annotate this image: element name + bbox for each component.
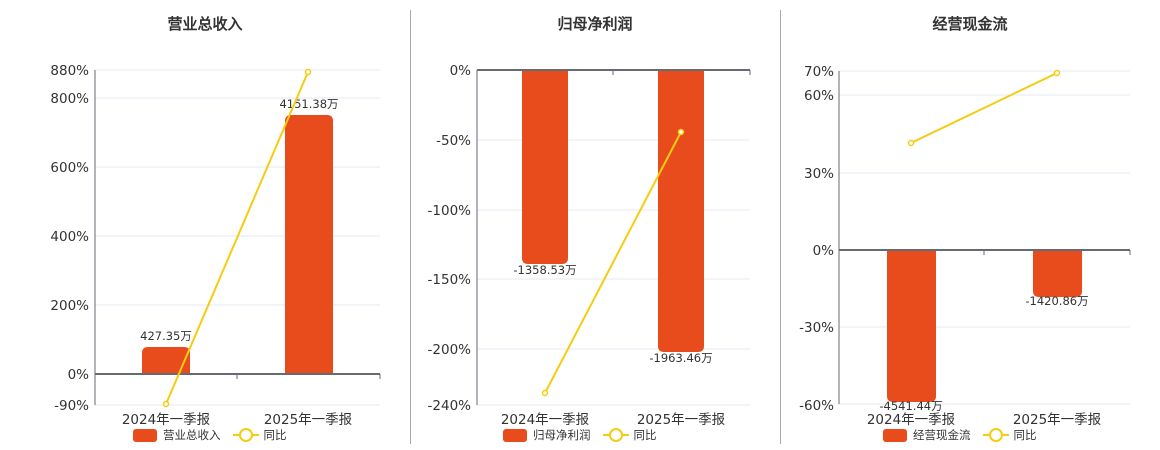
x-axis-labels: 2024年一季报 2025年一季报 — [867, 412, 1101, 428]
svg-text:-240%: -240% — [428, 398, 472, 414]
legend-line-label[interactable]: 同比 — [263, 428, 287, 442]
svg-text:880%: 880% — [50, 63, 89, 79]
yoy-line — [907, 69, 1061, 147]
chart-title: 经营现金流 — [932, 15, 1008, 33]
chart-title: 归母净利润 — [557, 15, 633, 33]
yoy-line — [541, 128, 685, 397]
legend-bar-swatch[interactable] — [883, 428, 907, 442]
legend-line-swatch-icon[interactable] — [982, 428, 1009, 442]
svg-text:70%: 70% — [804, 64, 834, 80]
chart-legend: 营业总收入 同比 — [133, 427, 287, 443]
bar-labels: -4541.44万 -1420.86万 — [879, 294, 1088, 413]
legend-line-swatch-icon[interactable] — [602, 428, 629, 442]
svg-text:0%: 0% — [68, 367, 90, 383]
svg-text:2025年一季报: 2025年一季报 — [637, 412, 725, 428]
bar-labels: -1358.53万 -1963.46万 — [513, 263, 712, 365]
svg-text:200%: 200% — [50, 298, 89, 314]
svg-text:-1358.53万: -1358.53万 — [513, 263, 576, 277]
svg-text:-30%: -30% — [799, 320, 834, 336]
svg-text:2025年一季报: 2025年一季报 — [264, 412, 352, 428]
svg-text:-50%: -50% — [436, 133, 471, 149]
legend-bar-label[interactable]: 归母净利润 — [533, 428, 591, 442]
svg-text:0%: 0% — [450, 63, 472, 79]
svg-text:-4541.44万: -4541.44万 — [879, 399, 942, 413]
bars — [887, 250, 1082, 402]
legend-line-label[interactable]: 同比 — [1013, 428, 1037, 442]
bars — [142, 115, 333, 374]
svg-text:-60%: -60% — [799, 398, 834, 414]
svg-text:800%: 800% — [50, 91, 89, 107]
legend-line-label[interactable]: 同比 — [633, 428, 657, 442]
svg-text:2024年一季报: 2024年一季报 — [867, 412, 955, 428]
grid-lines — [839, 70, 1130, 405]
legend-bar-swatch[interactable] — [133, 428, 157, 442]
svg-text:-1420.86万: -1420.86万 — [1025, 294, 1088, 308]
y-axis-ticks: 0% -50% -100% -150% -200% -240% — [428, 63, 472, 414]
bar-2025 — [285, 115, 333, 374]
svg-text:4151.38万: 4151.38万 — [279, 97, 338, 111]
chart-plot: 880% 800% 600% 400% 200% 0% -90% 427.35万… — [50, 63, 381, 428]
bar-2025 — [1033, 250, 1082, 297]
svg-text:0%: 0% — [813, 243, 835, 259]
legend-bar-label[interactable]: 经营现金流 — [913, 428, 971, 442]
chart-panel-operating-cash-flow: 经营现金流 70% 60% 30% 0% -30% -60% -4541.44万… — [780, 0, 1160, 450]
svg-text:427.35万: 427.35万 — [140, 329, 192, 343]
bar-2024 — [142, 347, 190, 374]
svg-text:-150%: -150% — [428, 272, 472, 288]
legend-line-swatch-icon[interactable] — [232, 428, 259, 442]
bar-2025 — [658, 70, 704, 352]
x-axis-labels: 2024年一季报 2025年一季报 — [501, 412, 725, 428]
bar-labels: 427.35万 4151.38万 — [140, 97, 338, 343]
svg-text:600%: 600% — [50, 160, 89, 176]
y-axis-ticks: 880% 800% 600% 400% 200% 0% -90% — [50, 63, 89, 414]
legend-bar-label[interactable]: 营业总收入 — [163, 428, 221, 442]
bar-2024 — [887, 250, 936, 402]
y-axis-ticks: 70% 60% 30% 0% -30% -60% — [799, 64, 834, 414]
chart-legend: 经营现金流 同比 — [883, 427, 1037, 443]
svg-text:30%: 30% — [804, 166, 834, 182]
x-axis-labels: 2024年一季报 2025年一季报 — [122, 412, 352, 428]
chart-plot: 0% -50% -100% -150% -200% -240% -1358.53… — [428, 63, 751, 428]
chart-title: 营业总收入 — [167, 15, 243, 33]
chart-plot: 70% 60% 30% 0% -30% -60% -4541.44万 -1420… — [799, 64, 1131, 428]
panel-divider — [410, 10, 411, 444]
svg-text:-100%: -100% — [428, 203, 472, 219]
svg-text:60%: 60% — [804, 88, 834, 104]
chart-panel-net-profit: 归母净利润 0% -50% -100% -150% -200% -240% -1… — [410, 0, 780, 450]
svg-text:2024年一季报: 2024年一季报 — [122, 412, 210, 428]
legend-bar-swatch[interactable] — [503, 428, 527, 442]
svg-text:2024年一季报: 2024年一季报 — [501, 412, 589, 428]
svg-text:2025年一季报: 2025年一季报 — [1013, 412, 1101, 428]
yoy-line — [162, 68, 312, 408]
chart-panel-revenue: 营业总收入 880% 800% 600% 400% 200% 0% -90% — [0, 0, 410, 450]
bar-2024 — [522, 70, 568, 264]
bars — [522, 70, 704, 352]
svg-text:-90%: -90% — [54, 398, 89, 414]
panel-divider — [780, 10, 781, 444]
svg-text:-1963.46万: -1963.46万 — [649, 351, 712, 365]
svg-text:-200%: -200% — [428, 342, 472, 358]
svg-text:400%: 400% — [50, 229, 89, 245]
chart-legend: 归母净利润 同比 — [503, 427, 657, 443]
